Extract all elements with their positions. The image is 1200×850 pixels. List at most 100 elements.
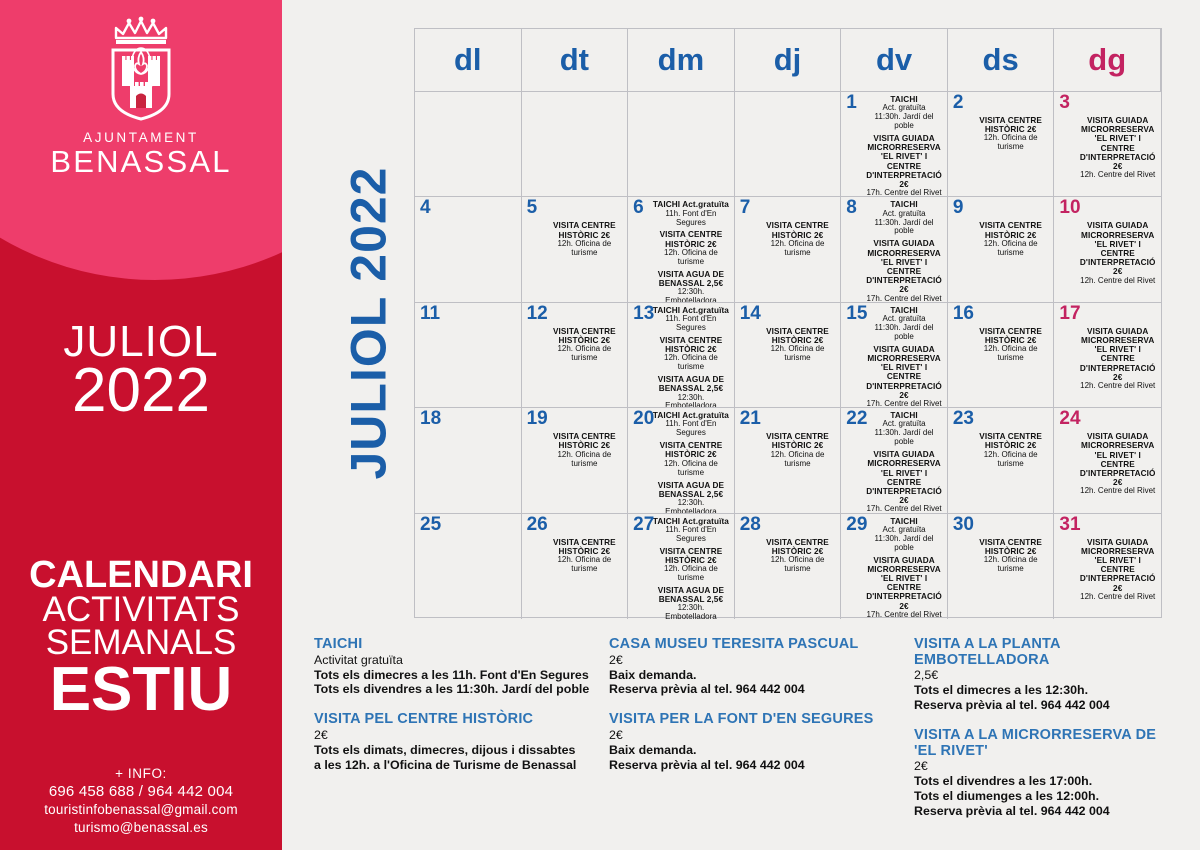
event-title: VISITA CENTRE HISTÒRIC 2€ (979, 116, 1042, 135)
day-events: VISITA GUIADA MICRORRESERVA 'EL RIVET' I… (1077, 538, 1158, 602)
calendar-day-29[interactable]: 29 TAICHI Act. gratuïta 11:30h. Jardí del p… (841, 513, 948, 619)
calendar-day-8[interactable]: 8 TAICHI Act. gratuïta 11:30h. Jardí del po… (841, 197, 948, 303)
calendar-day-11[interactable]: 11 (415, 302, 522, 409)
calendar-day-22[interactable]: 22 TAICHI Act. gratuïta 11:30h. Jardí del p… (841, 408, 948, 514)
event-item[interactable]: VISITA CENTRE HISTÒRIC 2€ 12h. Oficina de… (545, 221, 625, 257)
calendar-day-20[interactable]: 20 TAICHI Act.gratuïta 11h. Font d'En Segu… (628, 408, 735, 514)
event-item[interactable]: VISITA GUIADA MICRORRESERVA 'EL RIVET' I… (1077, 221, 1158, 285)
calendar-day-13[interactable]: 13 TAICHI Act.gratuïta 11h. Font d'En Segu… (628, 302, 735, 409)
event-item[interactable]: TAICHI Act.gratuïta 11h. Font d'En Segure… (651, 411, 731, 438)
event-title: VISITA GUIADA MICRORRESERVA 'EL RIVET' I… (1079, 432, 1156, 488)
calendar-day-28[interactable]: 28 VISITA CENTRE HISTÒRIC 2€ 12h. Oficina … (735, 513, 842, 619)
event-item[interactable]: VISITA CENTRE HISTÒRIC 2€ 12h. Oficina de… (545, 327, 625, 363)
contact-email-1[interactable]: touristinfobenassal@gmail.com (44, 802, 238, 818)
calendar-day-25[interactable]: 25 (415, 513, 522, 619)
legend-item: VISITA PER LA FONT D'EN SEGURES 2€ Baix de… (609, 712, 906, 772)
event-detail: 11:30h. Jardí del poble (874, 217, 934, 236)
contact-phone[interactable]: 696 458 688 / 964 442 004 (48, 783, 234, 801)
calendar-day-31[interactable]: 31 VISITA GUIADA MICRORRESERVA 'EL RIVET'… (1054, 514, 1161, 619)
event-item[interactable]: VISITA GUIADA MICRORRESERVA 'EL RIVET' I… (864, 134, 944, 196)
calendar-day-14[interactable]: 14 VISITA CENTRE HISTÒRIC 2€ 12h. Oficina … (734, 302, 842, 409)
event-item[interactable]: VISITA CENTRE HISTÒRIC 2€ 12h. Oficina de… (545, 538, 625, 574)
calendar-day-4[interactable]: 4 (415, 197, 522, 303)
calendar-day-7[interactable]: 7 VISITA CENTRE HISTÒRIC 2€ 12h. Oficina d… (734, 197, 842, 303)
event-title: TAICHI Act.gratuïta (652, 516, 729, 526)
event-item[interactable]: VISITA GUIADA MICRORRESERVA 'EL RIVET' I… (1077, 432, 1158, 496)
event-item[interactable]: VISITA CENTRE HISTÒRIC 2€ 12h. Oficina de… (651, 547, 731, 583)
calendar-day-2[interactable]: 2 VISITA CENTRE HISTÒRIC 2€ 12h. Oficina d… (947, 92, 1055, 198)
event-item[interactable]: VISITA GUIADA MICRORRESERVA 'EL RIVET' I… (864, 345, 944, 407)
calendar-day-9[interactable]: 9 VISITA CENTRE HISTÒRIC 2€ 12h. Oficina d… (947, 197, 1055, 303)
event-detail: 11h. Font d'En Segures (665, 313, 717, 332)
event-item[interactable]: TAICHI Act. gratuïta 11:30h. Jardí del pob… (864, 411, 944, 447)
calendar-day-27[interactable]: 27 TAICHI Act.gratuïta 11h. Font d'En Segu… (628, 513, 735, 619)
event-item[interactable]: VISITA CENTRE HISTÒRIC 2€ 12h. Oficina de… (971, 538, 1051, 574)
event-title: VISITA CENTRE HISTÒRIC 2€ (552, 326, 616, 345)
event-item[interactable]: VISITA GUIADA MICRORRESERVA 'EL RIVET' I… (864, 556, 944, 619)
event-detail: 17h. Centre del Rivet (866, 609, 942, 619)
event-detail: Act. gratuïta (882, 208, 926, 218)
event-item[interactable]: TAICHI Act. gratuïta 11:30h. Jardí del pob… (864, 517, 944, 553)
calendar-day-3[interactable]: 3 VISITA GUIADA MICRORRESERVA 'EL RIVET' … (1054, 92, 1161, 198)
calendar-day-empty[interactable] (521, 92, 629, 198)
event-item[interactable]: VISITA CENTRE HISTÒRIC 2€ 12h. Oficina de… (758, 538, 838, 574)
calendar-day-16[interactable]: 16 VISITA CENTRE HISTÒRIC 2€ 12h. Oficina … (947, 302, 1055, 409)
day-number: 24 (1059, 408, 1081, 430)
calendar-day-19[interactable]: 19 VISITA CENTRE HISTÒRIC 2€ 12h. Oficina … (521, 408, 629, 514)
calendar-day-30[interactable]: 30 VISITA CENTRE HISTÒRIC 2€ 12h. Oficina … (948, 513, 1055, 619)
event-item[interactable]: TAICHI Act. gratuïta 11:30h. Jardí del pob… (864, 95, 944, 131)
calendar-day-empty[interactable] (628, 92, 735, 198)
event-item[interactable]: VISITA CENTRE HISTÒRIC 2€ 12h. Oficina de… (758, 221, 838, 257)
calendar-day-12[interactable]: 12 VISITA CENTRE HISTÒRIC 2€ 12h. Oficina … (521, 302, 629, 409)
calendar-day-26[interactable]: 26 VISITA CENTRE HISTÒRIC 2€ 12h. Oficina … (522, 513, 629, 619)
event-item[interactable]: VISITA GUIADA MICRORRESERVA 'EL RIVET' I… (1077, 327, 1158, 391)
event-item[interactable]: VISITA AGUA DE BENASSAL 2,5€ 12:30h. Embo… (651, 481, 731, 513)
event-item[interactable]: VISITA CENTRE HISTÒRIC 2€ 12h. Oficina de… (651, 336, 731, 372)
event-item[interactable]: VISITA AGUA DE BENASSAL 2,5€ 12:30h. Embo… (651, 270, 731, 303)
calendar-day-1[interactable]: 1 TAICHI Act. gratuïta 11:30h. Jardí del po… (841, 92, 948, 198)
day-number: 22 (846, 408, 868, 430)
event-item[interactable]: TAICHI Act.gratuïta 11h. Font d'En Segure… (651, 306, 731, 333)
calendar-day-15[interactable]: 15 TAICHI Act. gratuïta 11:30h. Jardí del p… (841, 302, 948, 409)
event-item[interactable]: TAICHI Act.gratuïta 11h. Font d'En Segure… (651, 517, 731, 544)
event-title: VISITA CENTRE HISTÒRIC 2€ (766, 221, 829, 240)
calendar-day-18[interactable]: 18 (415, 408, 522, 514)
calendar-day-21[interactable]: 21 VISITA CENTRE HISTÒRIC 2€ 12h. Oficina … (734, 408, 842, 514)
legend-item-line: Reserva prèvia al tel. 964 442 004 (609, 682, 805, 697)
event-detail: 12:30h. Embotelladora (665, 287, 717, 303)
event-item[interactable]: VISITA CENTRE HISTÒRIC 2€ 12h. Oficina de… (651, 441, 731, 477)
event-item[interactable]: VISITA GUIADA MICRORRESERVA 'EL RIVET' I… (1077, 116, 1158, 180)
event-item[interactable]: VISITA AGUA DE BENASSAL 2,5€ 12:30h. Embo… (651, 375, 731, 407)
calendar-day-empty[interactable] (734, 92, 842, 198)
event-detail: 12h. Centre del Rivet (1080, 591, 1156, 601)
day-events: VISITA GUIADA MICRORRESERVA 'EL RIVET' I… (1077, 432, 1158, 496)
calendar-day-5[interactable]: 5 VISITA CENTRE HISTÒRIC 2€ 12h. Oficina d… (521, 197, 629, 303)
event-item[interactable]: VISITA CENTRE HISTÒRIC 2€ 12h. Oficina de… (971, 432, 1051, 468)
event-item[interactable]: VISITA CENTRE HISTÒRIC 2€ 12h. Oficina de… (758, 327, 838, 363)
event-item[interactable]: VISITA GUIADA MICRORRESERVA 'EL RIVET' I… (864, 450, 944, 512)
legend-item-line: Reserva prèvia al tel. 964 442 004 (609, 757, 805, 772)
event-title: VISITA GUIADA MICRORRESERVA 'EL RIVET' I… (866, 239, 942, 295)
event-item[interactable]: TAICHI Act. gratuïta 11:30h. Jardí del pob… (864, 306, 944, 342)
calendar-day-17[interactable]: 17 VISITA GUIADA MICRORRESERVA 'EL RIVET'… (1054, 303, 1161, 409)
calendar-day-6[interactable]: 6 TAICHI Act.gratuïta 11h. Font d'En Segur… (628, 197, 735, 303)
event-item[interactable]: TAICHI Act.gratuïta 11h. Font d'En Segure… (651, 200, 731, 227)
legend-item-line: Baix demanda. (609, 742, 697, 757)
event-item[interactable]: VISITA GUIADA MICRORRESERVA 'EL RIVET' I… (1077, 538, 1158, 602)
event-item[interactable]: VISITA CENTRE HISTÒRIC 2€ 12h. Oficina de… (651, 230, 731, 266)
event-title: VISITA CENTRE HISTÒRIC 2€ (979, 326, 1042, 345)
calendar-day-10[interactable]: 10 VISITA GUIADA MICRORRESERVA 'EL RIVET'… (1054, 197, 1161, 303)
event-item[interactable]: VISITA GUIADA MICRORRESERVA 'EL RIVET' I… (864, 239, 944, 301)
event-item[interactable]: VISITA CENTRE HISTÒRIC 2€ 12h. Oficina de… (758, 432, 838, 468)
event-item[interactable]: VISITA CENTRE HISTÒRIC 2€ 12h. Oficina de… (971, 221, 1051, 257)
calendar-day-empty[interactable] (415, 92, 522, 198)
event-title: VISITA GUIADA MICRORRESERVA 'EL RIVET' I… (866, 450, 942, 506)
contact-email-2[interactable]: turismo@benassal.es (74, 819, 208, 835)
event-item[interactable]: VISITA CENTRE HISTÒRIC 2€ 12h. Oficina de… (971, 327, 1051, 363)
calendar-day-24[interactable]: 24 VISITA GUIADA MICRORRESERVA 'EL RIVET'… (1054, 408, 1161, 514)
event-item[interactable]: VISITA CENTRE HISTÒRIC 2€ 12h. Oficina de… (545, 432, 625, 468)
calendar-day-23[interactable]: 23 VISITA CENTRE HISTÒRIC 2€ 12h. Oficina … (947, 408, 1055, 514)
event-item[interactable]: VISITA CENTRE HISTÒRIC 2€ 12h. Oficina de… (971, 116, 1051, 152)
event-item[interactable]: VISITA AGUA DE BENASSAL 2,5€ 12:30h. Embo… (651, 586, 731, 619)
event-item[interactable]: TAICHI Act. gratuïta 11:30h. Jardí del pob… (864, 200, 944, 236)
